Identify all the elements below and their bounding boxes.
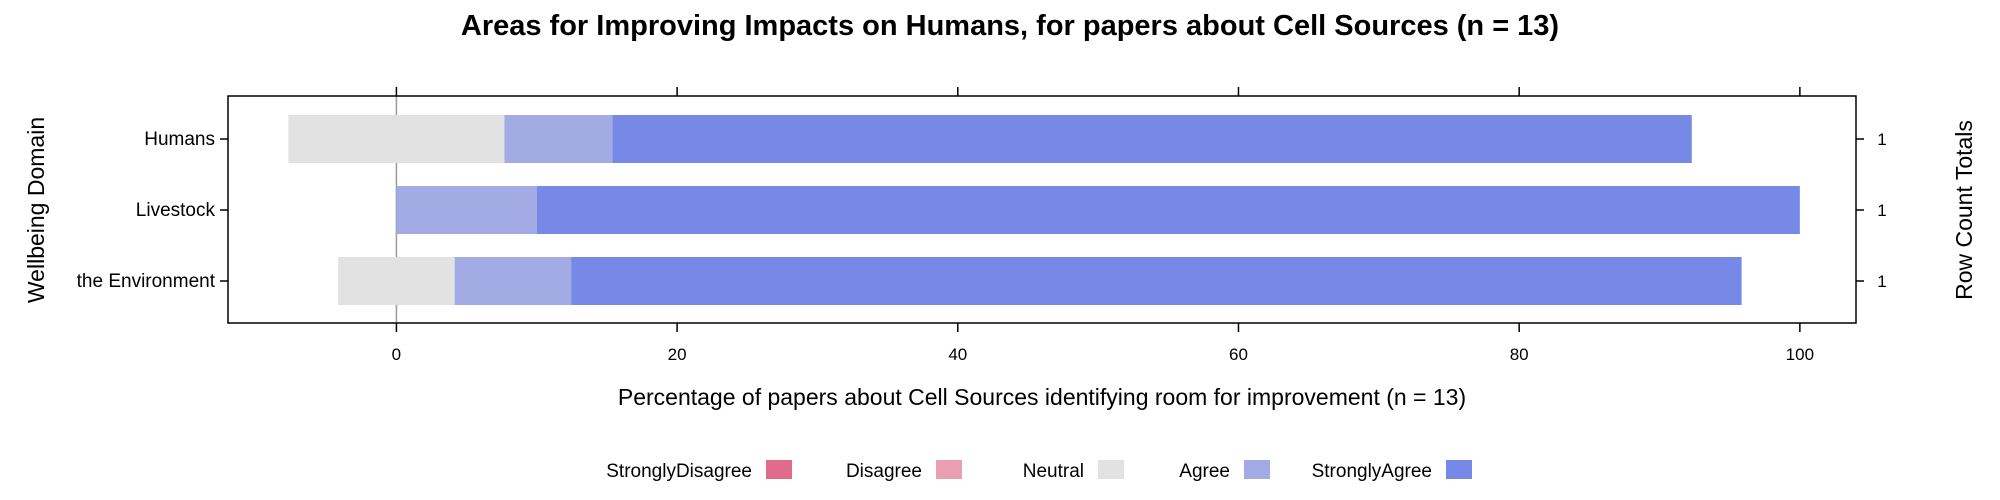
- plot-area: [288, 96, 1800, 323]
- x-tick-label: 40: [948, 345, 967, 364]
- legend-label: Agree: [1179, 461, 1230, 482]
- row-total-label: 1: [1877, 130, 1886, 149]
- bar-stronglyagree-humans: [612, 115, 1692, 163]
- legend-label: StronglyAgree: [1312, 461, 1432, 482]
- x-tick-label: 20: [668, 345, 687, 364]
- row-total-label: 1: [1877, 272, 1886, 291]
- y-tick-label: Humans: [144, 129, 215, 150]
- y-tick-label: Livestock: [136, 200, 216, 221]
- x-tick-label: 100: [1786, 345, 1814, 364]
- axes: Humans 1 Livestock 1 the Environment 1 0 20 40 60…: [77, 87, 1887, 364]
- legend-swatch-agree: [1244, 460, 1270, 479]
- chart-title: Areas for Improving Impacts on Humans, f…: [461, 10, 1559, 42]
- x-tick-label: 60: [1229, 345, 1248, 364]
- y-axis-label: Wellbeing Domain: [23, 117, 49, 303]
- bar-neutral-the-environment: [338, 257, 455, 305]
- bar-stronglyagree-the-environment: [571, 257, 1742, 305]
- legend-swatch-disagree: [936, 460, 962, 479]
- x-tick-label: 80: [1510, 345, 1529, 364]
- legend-swatch-stronglyagree: [1446, 460, 1472, 479]
- x-axis-label: Percentage of papers about Cell Sources …: [618, 384, 1466, 410]
- bar-stronglyagree-livestock: [536, 186, 1800, 234]
- bar-agree-humans: [504, 115, 613, 163]
- legend-label: Disagree: [846, 461, 922, 482]
- y-axis-label-right: Row Count Totals: [1951, 120, 1977, 300]
- legend-swatch-neutral: [1098, 460, 1124, 479]
- legend-label: StronglyDisagree: [606, 461, 752, 482]
- y-tick-label: the Environment: [77, 271, 216, 292]
- legend-swatch-stronglydisagree: [766, 460, 792, 479]
- bar-agree-the-environment: [454, 257, 572, 305]
- x-tick-label: 0: [392, 345, 401, 364]
- legend: StronglyDisagree Disagree Neutral Agree Stro…: [606, 460, 1472, 482]
- legend-label: Neutral: [1023, 461, 1084, 482]
- bar-agree-livestock: [396, 186, 537, 234]
- row-total-label: 1: [1877, 201, 1886, 220]
- bar-neutral-humans: [288, 115, 505, 163]
